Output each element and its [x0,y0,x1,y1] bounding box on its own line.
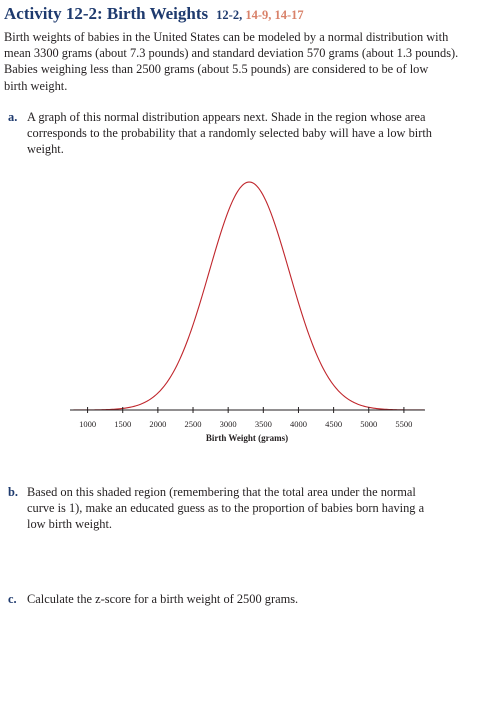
x-tick-label: 3500 [255,419,272,429]
question-line: Based on this shaded region (remembering… [27,485,416,499]
x-axis-ticks [87,407,405,413]
x-tick-label: 1500 [114,419,131,429]
intro-line: Birth weights of babies in the United St… [4,30,449,44]
question-line: corresponds to the probability that a ra… [27,126,432,141]
question-b: b. Based on this shaded region (remember… [8,484,482,533]
intro-line: Babies weighing less than 2500 grams (ab… [4,62,429,77]
x-axis-tick-labels: 1000 1500 2000 2500 3000 3500 4000 4500 5000 5500 [79,419,412,429]
question-line: weight. [27,142,64,157]
x-tick-label: 1000 [79,419,96,429]
x-tick-label: 4000 [290,419,307,429]
intro-line: birth weight. [4,78,68,93]
x-tick-label: 2000 [149,419,166,429]
question-line: Calculate the z-score for a birth weight… [27,592,299,606]
question-line: low birth weight. [27,517,113,532]
title-text: Activity 12-2: Birth Weights [4,4,209,23]
x-tick-label: 2500 [185,419,202,429]
x-axis-label: Birth Weight (grams) [206,433,288,443]
x-tick-label: 5000 [360,419,377,429]
activity-title: Activity 12-2: Birth Weights 12-2, 14-9,… [4,4,304,24]
question-label: b. [8,485,18,499]
normal-curve [70,181,425,411]
question-label: a. [8,110,18,124]
normal-distribution-chart: 1000 1500 2000 2500 3000 3500 4000 4500 5000 5500… [70,181,425,443]
exercise-references: 14-9, 14-17 [245,8,304,22]
intro-paragraph: Birth weights of babies in the United St… [4,29,482,94]
question-line: A graph of this normal distribution appe… [27,110,426,124]
intro-line: mean 3300 grams (about 7.3 pounds) and s… [4,46,459,61]
x-tick-label: 3000 [220,419,237,429]
title-references: 12-2, 14-9, 14-17 [216,8,304,22]
question-c: c. Calculate the z-score for a birth wei… [8,591,482,607]
question-label: c. [8,592,17,606]
question-a: a. A graph of this normal distribution a… [8,109,482,158]
section-reference: 12-2, [216,8,243,22]
x-tick-label: 5500 [395,419,412,429]
question-line: curve is 1), make an educated guess as t… [27,501,425,516]
x-tick-label: 4500 [325,419,342,429]
